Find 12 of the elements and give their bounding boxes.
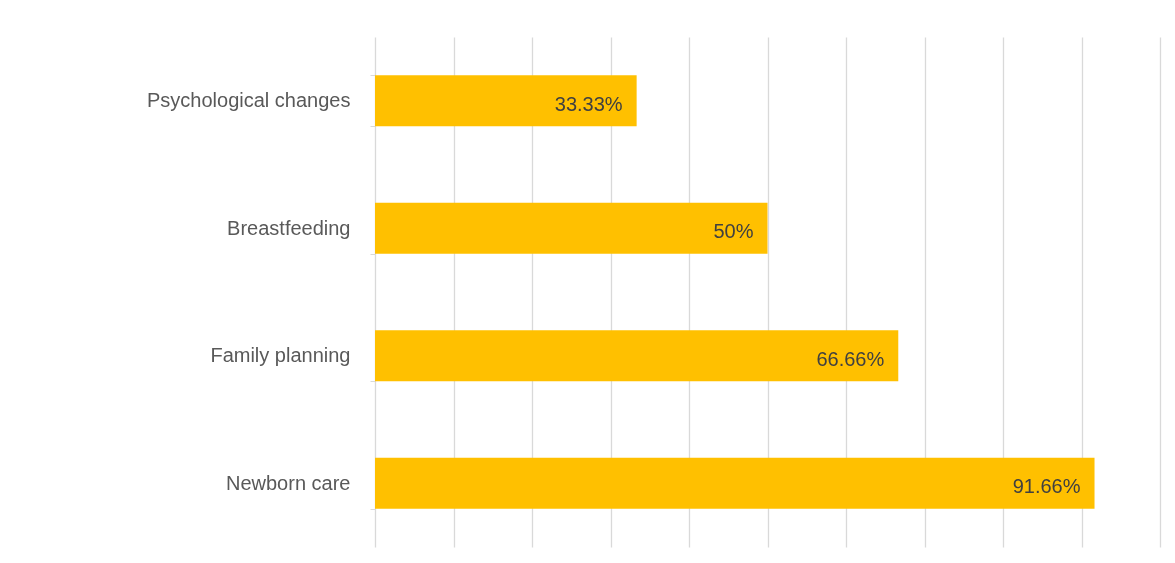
y-tick-label: Newborn care xyxy=(225,471,351,494)
y-tick-label: Psychological changes xyxy=(147,89,351,112)
bar xyxy=(375,202,768,254)
y-tick-label: Family planning xyxy=(210,344,351,367)
data-label: 66.66% xyxy=(816,347,885,370)
data-label: 33.33% xyxy=(554,92,623,115)
bar xyxy=(375,457,1095,509)
data-label: 50% xyxy=(713,220,754,243)
bar xyxy=(375,75,637,127)
data-label: 91.66% xyxy=(1012,475,1081,498)
bar xyxy=(375,330,899,382)
y-tick-label: Breastfeeding xyxy=(227,216,351,239)
